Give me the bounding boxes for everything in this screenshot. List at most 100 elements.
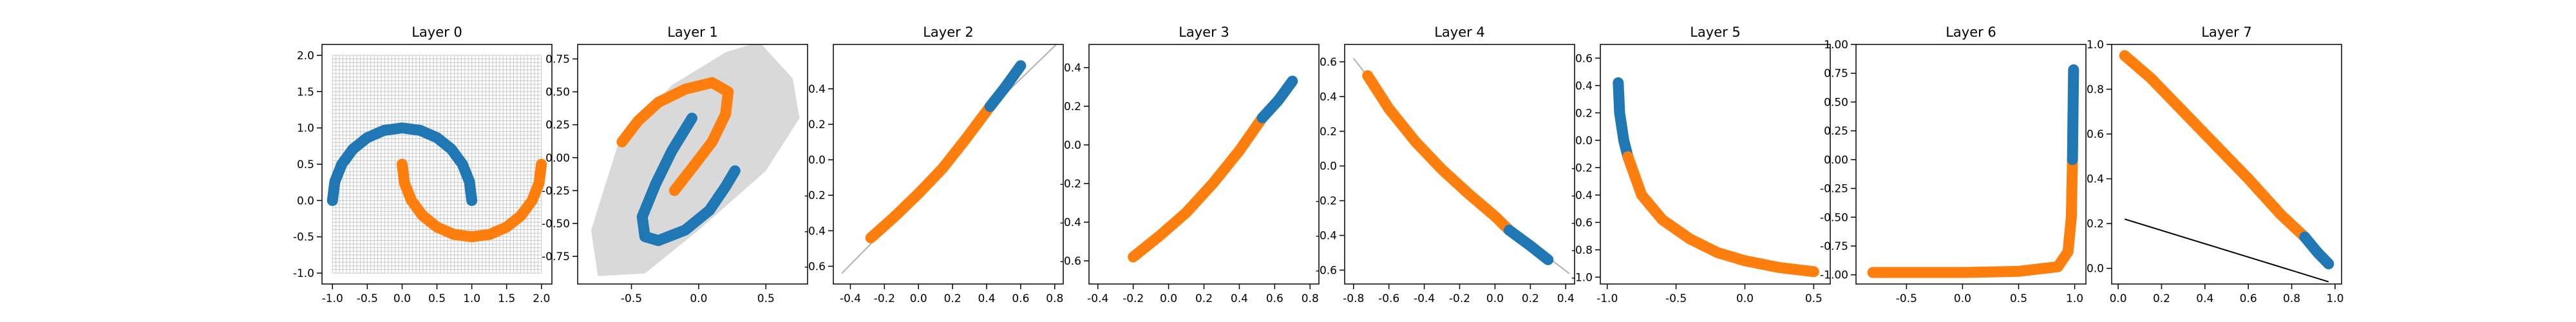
x-tick-label: 0.4 [1231, 292, 1248, 305]
x-tick-label: 0.2 [2153, 292, 2170, 305]
x-tick-label: 0.4 [978, 292, 995, 305]
x-tick-label: 0.0 [1486, 292, 1504, 305]
point-band [1867, 154, 2078, 278]
y-tick-label: 0.2 [1575, 107, 1593, 120]
x-tick-label: -1.0 [322, 292, 343, 305]
subplot: Layer 7 0.0 0.2 0.4 0.6 0.8 1.0 0.0 0.2 0.4 0.6 0.8… [2087, 24, 2344, 305]
subplot: Layer 2 -0.4 -0.2 0.0 0.2 0.4 0.6 0.8 -0.6 -0.4 -0… [804, 24, 1064, 305]
y-tick-label: 0.2 [1064, 100, 1081, 113]
y-tick-label: 1.00 [1824, 39, 1848, 52]
y-tick-label: -1.00 [1820, 269, 1848, 282]
x-tick-label: 0.6 [2240, 292, 2257, 305]
x-tick-label: -0.8 [1343, 292, 1364, 305]
y-tick-label: 1.0 [2087, 39, 2104, 52]
subplot: Layer 0 -1.0 -0.5 0.0 0.5 1.0 1.5 2.0 -1.0 -0.5 0.… [293, 24, 553, 305]
plot-area [1867, 64, 2079, 278]
y-tick-label: -0.2 [1571, 162, 1593, 175]
y-tick-label: -0.2 [804, 189, 826, 202]
y-tick-label: 0.4 [1320, 91, 1337, 104]
y-tick-label: 0.6 [1575, 52, 1593, 65]
y-tick-label: -0.50 [542, 218, 570, 231]
x-tick-label: 0.0 [1736, 292, 1754, 305]
point-band [327, 122, 478, 206]
point-band [1362, 70, 1515, 236]
x-tick-label: 0.0 [393, 292, 411, 305]
x-tick-label: 0.4 [2196, 292, 2213, 305]
y-tick-label: 0.0 [2087, 263, 2104, 276]
point-band [616, 77, 734, 196]
x-tick-label: 0.4 [1557, 292, 1575, 305]
y-tick-label: 0.6 [2087, 128, 2104, 141]
y-tick-label: 0.4 [2087, 173, 2104, 186]
axes-frame [833, 44, 1064, 285]
plot-area [2119, 50, 2334, 283]
x-tick-label: 1.0 [2066, 292, 2083, 305]
y-tick-label: 0.0 [1320, 160, 1337, 173]
y-tick-label: 0.00 [545, 152, 570, 165]
y-tick-label: -0.4 [1060, 216, 1081, 229]
plot-area [1613, 77, 1819, 278]
y-tick-label: 0.50 [545, 86, 570, 99]
axes-frame [1855, 44, 2087, 285]
y-tick-label: -0.25 [542, 185, 570, 198]
y-tick-label: 0.4 [808, 83, 826, 96]
y-tick-label: 0.6 [1320, 56, 1337, 69]
subplot: Layer 5 -1.0 -0.5 0.0 0.5 -1.0 -0.8 -0.6 -0.4 -0.… [1571, 24, 1831, 305]
y-tick-label: -0.5 [293, 231, 314, 244]
point-band [2067, 64, 2079, 166]
x-tick-label: 0.8 [1046, 292, 1063, 305]
x-tick-label: 0.2 [1195, 292, 1213, 305]
y-tick-label: 1.0 [297, 122, 314, 135]
y-tick-label: 0.4 [1575, 80, 1593, 93]
x-tick-label: 0.5 [757, 292, 775, 305]
y-tick-label: -0.6 [804, 260, 826, 273]
x-tick-label: 0.5 [2010, 292, 2027, 305]
x-tick-label: -0.2 [1122, 292, 1144, 305]
subplot-title: Layer 2 [923, 24, 974, 40]
point-band [1503, 224, 1554, 265]
y-tick-label: 0.0 [297, 194, 314, 207]
y-tick-label: -0.25 [1820, 183, 1848, 196]
axes-frame [1088, 44, 1320, 285]
y-tick-label: 0.5 [297, 158, 314, 171]
x-tick-label: 0.0 [690, 292, 707, 305]
y-tick-label: 0.0 [1575, 135, 1593, 147]
x-tick-label: -0.2 [1449, 292, 1470, 305]
x-tick-label: 0.0 [2110, 292, 2127, 305]
plot-area [591, 44, 800, 276]
x-tick-label: -0.4 [1087, 292, 1108, 305]
x-tick-label: 1.0 [2326, 292, 2344, 305]
y-tick-label: 1.5 [297, 86, 314, 99]
y-tick-label: -0.4 [1316, 230, 1337, 243]
subplot-title: Layer 3 [1179, 24, 1229, 40]
x-tick-label: -0.5 [1896, 292, 1917, 305]
x-tick-label: 0.0 [910, 292, 927, 305]
y-tick-label: 0.4 [1064, 62, 1081, 75]
x-tick-label: 0.5 [428, 292, 446, 305]
axes-frame [2111, 44, 2342, 285]
subplot: Layer 3 -0.4 -0.2 0.0 0.2 0.4 0.6 0.8 -0.6 -0.4 -0… [1060, 24, 1320, 305]
x-tick-label: -0.2 [874, 292, 895, 305]
point-band [2299, 231, 2334, 270]
x-tick-label: -0.5 [621, 292, 642, 305]
axes-frame [577, 44, 808, 285]
point-band [984, 60, 1027, 112]
x-tick-label: 0.0 [1954, 292, 1971, 305]
x-tick-label: 0.0 [1160, 292, 1177, 305]
x-tick-label: 0.8 [1302, 292, 1319, 305]
subplot-title: Layer 4 [1434, 24, 1485, 40]
y-tick-label: -1.0 [293, 267, 314, 280]
x-tick-label: -0.5 [1665, 292, 1687, 305]
point-band [2119, 50, 2311, 243]
plot-area [841, 44, 1057, 274]
y-tick-label: -0.4 [804, 225, 826, 238]
y-tick-label: 0.2 [2087, 218, 2104, 231]
subplot: Layer 6 -0.5 0.0 0.5 1.0 -1.00 -0.75 -0.50 -0.25… [1820, 24, 2087, 305]
y-tick-label: 0.25 [545, 119, 570, 132]
point-band [1256, 75, 1298, 124]
x-tick-label: -1.0 [1596, 292, 1618, 305]
x-tick-label: -0.4 [1414, 292, 1435, 305]
y-tick-label: 0.75 [545, 53, 570, 66]
x-tick-label: 0.5 [1805, 292, 1823, 305]
